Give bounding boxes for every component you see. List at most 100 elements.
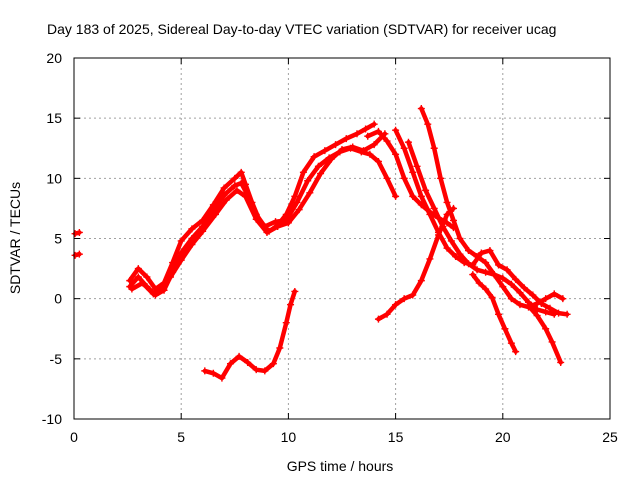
y-tick-label: -10 [42,411,62,427]
data-point-marker [409,168,417,176]
data-point-marker [559,295,567,303]
series-trace [202,289,298,381]
data-point-marker [233,186,241,194]
data-point-marker [293,198,301,206]
data-point-marker [434,231,442,239]
data-point-marker [383,137,391,145]
series-track-13 [201,287,299,382]
series-track-9 [417,105,567,311]
data-point-marker [252,215,260,223]
data-point-marker [525,302,533,310]
data-point-marker [220,191,228,199]
data-point-marker [533,312,541,320]
data-point-marker [314,162,322,170]
data-point-marker [404,138,412,146]
data-point-marker [287,301,295,309]
data-point-marker [490,271,498,279]
data-point-marker [237,179,245,187]
data-point-marker [128,285,136,293]
data-point-marker [503,266,511,274]
data-point-marker [291,287,299,295]
data-point-marker [222,196,230,204]
data-point-marker [452,253,460,261]
data-point-marker [501,325,509,333]
data-point-marker [374,127,382,135]
data-point-marker [392,192,400,200]
data-point-marker [486,247,494,255]
data-point-marker [449,216,457,224]
series-track-5 [128,130,389,298]
data-point-marker [317,170,325,178]
data-point-marker [475,279,483,287]
data-point-marker [555,309,563,317]
data-point-marker [263,228,271,236]
data-point-marker [430,204,438,212]
data-point-marker [520,284,528,292]
data-point-marker [188,225,196,233]
y-axis-label: SDTVAR / TECUs [7,182,23,294]
data-point-marker [374,315,382,323]
data-point-marker [304,177,312,185]
x-tick-label: 20 [495,429,511,445]
data-point-marker [383,310,391,318]
series-track-1 [71,228,83,238]
data-point-marker [546,304,554,312]
data-point-marker [177,256,185,264]
data-point-marker [353,130,361,138]
x-tick-label: 5 [177,429,185,445]
x-tick-label: 0 [70,429,78,445]
axis-ticks: 0 5 10 15 20 25 -10 -5 0 5 10 15 20 [42,50,618,445]
data-point-marker [563,310,571,318]
x-axis-label: GPS time / hours [287,458,394,474]
data-point-marker [464,247,472,255]
data-point-marker [400,295,408,303]
data-point-marker [306,189,314,197]
data-point-marker [199,227,207,235]
data-point-marker [488,293,496,301]
data-point-marker [409,291,417,299]
data-point-marker [272,218,280,226]
x-tick-label: 25 [602,429,618,445]
data-point-marker [447,237,455,245]
y-tick-label: 0 [54,291,62,307]
data-point-marker [227,360,235,368]
data-point-marker [338,145,346,153]
data-point-marker [550,310,558,318]
data-point-marker [370,141,378,149]
data-point-marker [143,273,151,281]
data-point-marker [71,251,79,259]
data-point-marker [417,277,425,285]
data-point-marker [557,358,565,366]
series-track-11 [525,302,565,366]
data-point-marker [299,168,307,176]
data-point-marker [149,290,157,298]
data-point-marker [548,338,556,346]
x-tick-label: 10 [281,429,297,445]
data-point-marker [550,290,558,298]
data-point-marker [342,135,350,143]
data-point-marker [469,271,477,279]
data-point-marker [456,250,464,258]
data-point-marker [507,339,515,347]
data-point-marker [512,348,520,356]
data-point-marker [456,235,464,242]
data-point-marker [75,250,83,258]
data-point-marker [242,192,250,200]
data-point-marker [464,260,472,268]
data-point-marker [269,360,277,368]
y-tick-label: 5 [54,231,62,247]
y-tick-label: -5 [50,351,63,367]
data-point-marker [284,219,292,227]
data-point-marker [495,261,503,269]
data-point-marker [482,268,490,276]
data-point-marker [231,182,239,190]
data-point-marker [507,280,515,288]
data-point-marker [542,325,550,333]
data-point-marker [424,120,432,128]
plot-frame [73,57,611,420]
data-point-marker [158,284,166,292]
data-point-marker [75,228,83,236]
data-point-marker [359,147,367,155]
data-point-marker [400,174,408,182]
